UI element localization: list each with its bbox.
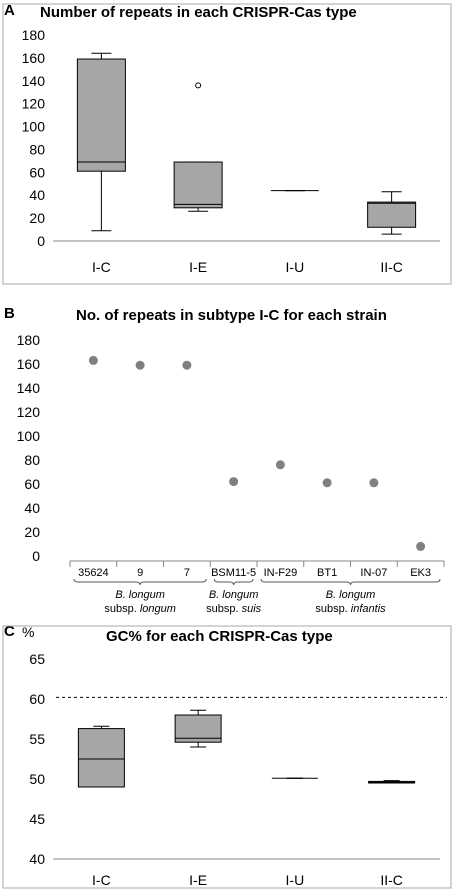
c-ytick-40: 40: [29, 851, 45, 867]
a-ytick-20: 20: [29, 210, 45, 226]
b-ytick-100: 100: [17, 428, 41, 444]
a-ytick-60: 60: [29, 164, 45, 180]
a-box: [76, 58, 126, 172]
b-point-EK3: [416, 541, 426, 551]
b-group-subsp-name: suis: [242, 603, 262, 615]
b-point-BT1: [322, 478, 332, 488]
b-strain-BSM11-5: BSM11-5: [211, 567, 256, 579]
b-ytick-0: 0: [32, 548, 40, 564]
panel-a-plot: 0 20 40 60 80 100 120 140 160 180 I-C I-E I-U II-C: [22, 27, 440, 275]
b-ytick-20: 20: [24, 524, 40, 540]
b-ytick-180: 180: [17, 332, 41, 348]
a-ytick-80: 80: [29, 141, 45, 157]
b-group-subsp: subsp. suis: [206, 603, 262, 615]
a-ytick-120: 120: [22, 96, 46, 112]
a-category-II-C: II-C: [380, 259, 403, 275]
panel-c-label: C: [4, 623, 15, 640]
c-category-I-C: I-C: [92, 872, 111, 888]
a-ytick-100: 100: [22, 119, 46, 135]
panel-c-title: GC% for each CRISPR-Cas type: [106, 628, 333, 645]
panel-c-frame: [2, 625, 452, 889]
a-box: [173, 161, 223, 209]
a-outlier: [195, 82, 202, 89]
a-ytick-40: 40: [29, 187, 45, 203]
b-strain-EK3: EK3: [410, 567, 431, 579]
c-ytick-55: 55: [29, 731, 45, 747]
b-strain-35624: 35624: [78, 567, 109, 579]
c-ytick-65: 65: [29, 651, 45, 667]
b-ytick-60: 60: [24, 476, 40, 492]
c-ytick-45: 45: [29, 811, 45, 827]
b-group-subsp-prefix: subsp.: [315, 603, 350, 615]
a-ytick-180: 180: [22, 27, 46, 43]
b-group-bracket: [73, 578, 207, 586]
a-category-I-U: I-U: [286, 259, 305, 275]
b-group-subsp-name: infantis: [351, 603, 386, 615]
a-category-I-C: I-C: [92, 259, 111, 275]
panel-c-plot: 40 45 50 55 60 65 I-C I-E I-U II-C: [29, 651, 447, 888]
b-strain-7: 7: [184, 567, 190, 579]
b-point-35624: [88, 355, 98, 365]
panel-b-title: No. of repeats in subtype I-C for each s…: [76, 307, 387, 324]
panel-a-frame: [2, 3, 452, 285]
c-ytick-60: 60: [29, 691, 45, 707]
b-ytick-120: 120: [17, 404, 41, 420]
b-strain-IN-07: IN-07: [360, 567, 387, 579]
panel-a-title: Number of repeats in each CRISPR-Cas typ…: [40, 4, 357, 21]
b-point-9: [135, 360, 145, 370]
b-ytick-140: 140: [17, 380, 41, 396]
b-point-IN-F29: [275, 460, 285, 470]
a-ytick-160: 160: [22, 50, 46, 66]
panel-b-label: B: [4, 305, 15, 322]
b-group-subsp-name: longum: [140, 603, 176, 615]
c-ytick-50: 50: [29, 771, 45, 787]
b-group-subsp-prefix: subsp.: [206, 603, 241, 615]
b-group-bracket: [213, 578, 254, 586]
c-category-I-E: I-E: [189, 872, 207, 888]
b-point-BSM11-5: [229, 477, 239, 487]
a-ytick-140: 140: [22, 73, 46, 89]
b-strain-IN-F29: IN-F29: [264, 567, 298, 579]
c-box: [174, 714, 222, 743]
b-ytick-80: 80: [24, 452, 40, 468]
c-box: [77, 728, 125, 788]
b-group-bracket: [260, 578, 441, 586]
b-group-subsp: subsp. longum: [104, 603, 176, 615]
a-box: [367, 201, 417, 228]
b-ytick-40: 40: [24, 500, 40, 516]
panel-b-plot: 0 20 40 60 80 100 120 140 160 180 35624 9 7 BSM11-5 IN…: [17, 332, 445, 615]
b-group-species: B. longum: [209, 589, 259, 601]
a-category-I-E: I-E: [189, 259, 207, 275]
b-group-species: B. longum: [115, 589, 165, 601]
c-category-I-U: I-U: [286, 872, 305, 888]
panel-c-ylabel: %: [22, 624, 34, 640]
b-strain-BT1: BT1: [317, 567, 337, 579]
b-group-subsp: subsp. infantis: [315, 603, 386, 615]
b-point-IN-07: [369, 478, 379, 488]
b-group-species: B. longum: [326, 589, 376, 601]
c-category-II-C: II-C: [380, 872, 403, 888]
b-point-7: [182, 360, 192, 370]
b-group-subsp-prefix: subsp.: [104, 603, 139, 615]
b-strain-9: 9: [137, 567, 143, 579]
panel-a-label: A: [4, 2, 15, 19]
b-ytick-160: 160: [17, 356, 41, 372]
a-ytick-0: 0: [37, 233, 45, 249]
